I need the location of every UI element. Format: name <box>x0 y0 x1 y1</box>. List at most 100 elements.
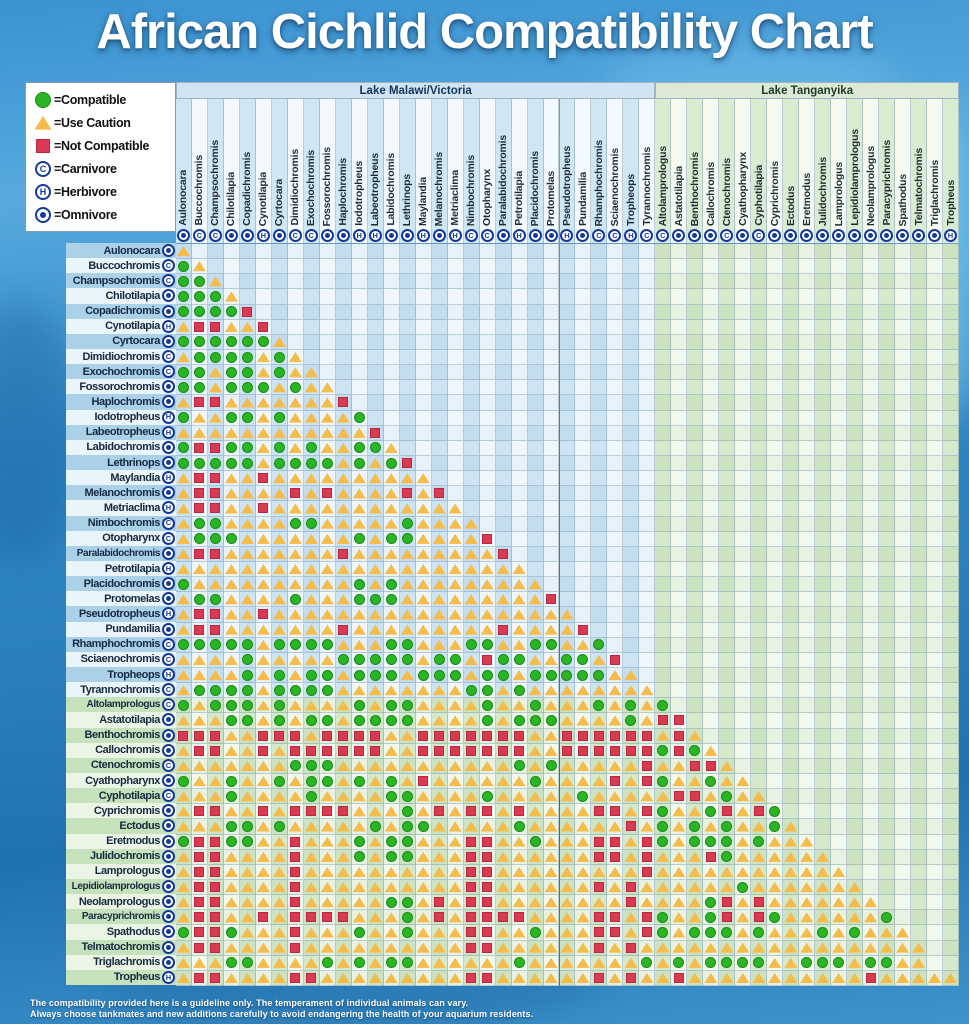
cell <box>319 804 336 820</box>
cell <box>703 289 720 305</box>
cell <box>719 259 736 275</box>
cell <box>815 622 832 638</box>
cell <box>735 758 752 774</box>
cell <box>799 774 816 790</box>
cell <box>799 410 816 426</box>
cell <box>671 849 688 865</box>
cell <box>511 410 528 426</box>
column-species-name: Lamprologus <box>832 161 845 226</box>
cell <box>351 501 368 517</box>
cell <box>911 955 928 971</box>
column-diet-badge <box>784 228 798 243</box>
cell <box>879 758 896 774</box>
cell <box>559 925 576 941</box>
cell <box>879 789 896 805</box>
cell <box>176 410 192 426</box>
cell <box>447 304 464 320</box>
cell <box>351 955 368 971</box>
not-compatible-icon <box>546 594 556 605</box>
use-caution-icon <box>304 927 318 938</box>
compatible-icon <box>465 684 477 696</box>
omnivore-icon <box>162 849 175 863</box>
cell <box>815 789 832 805</box>
cell <box>607 834 624 850</box>
row-species-name: Benthochromis <box>84 729 161 742</box>
cell <box>191 774 208 790</box>
use-caution-icon <box>208 654 222 665</box>
use-caution-icon <box>288 609 302 620</box>
cell <box>447 380 464 396</box>
cell <box>399 637 416 653</box>
cell <box>879 683 896 699</box>
cell <box>399 395 416 411</box>
cell <box>671 895 688 911</box>
column-diet-badge <box>384 228 398 243</box>
cell <box>687 516 704 532</box>
cell <box>863 274 880 290</box>
use-caution-icon <box>416 564 430 575</box>
cell <box>207 289 224 305</box>
cell <box>943 531 959 547</box>
not-compatible-icon <box>194 397 205 408</box>
use-caution-icon <box>672 927 686 938</box>
cell <box>399 425 416 441</box>
cell <box>511 516 528 532</box>
cell <box>767 834 784 850</box>
cell <box>415 895 432 911</box>
column-diet-badge <box>496 228 510 243</box>
cell <box>863 501 880 517</box>
cell <box>607 880 624 896</box>
cell <box>479 501 496 517</box>
cell <box>831 895 848 911</box>
use-caution-icon <box>832 912 846 923</box>
cell <box>271 849 288 865</box>
compatible-icon <box>273 351 285 363</box>
use-caution-icon <box>512 882 526 893</box>
cell <box>335 834 352 850</box>
cell <box>335 244 352 260</box>
legend: =Compatible =Use Caution =Not Compatible… <box>25 82 176 232</box>
use-caution-icon <box>368 548 382 559</box>
cell <box>719 304 736 320</box>
cell <box>591 350 608 366</box>
cell <box>303 365 320 381</box>
omnivore-icon <box>162 819 175 833</box>
use-caution-icon <box>256 670 270 681</box>
cell <box>751 895 768 911</box>
use-caution-icon <box>736 942 750 953</box>
cell <box>927 910 943 926</box>
cell <box>303 395 320 411</box>
use-caution-icon <box>352 882 366 893</box>
cell <box>927 834 943 850</box>
not-compatible-icon <box>194 503 205 514</box>
cell <box>176 471 192 487</box>
cell <box>815 955 832 971</box>
cell <box>271 395 288 411</box>
cell <box>799 289 816 305</box>
use-caution-icon <box>304 866 318 877</box>
use-caution-icon <box>848 957 862 968</box>
not-compatible-icon <box>498 730 509 741</box>
cell <box>671 531 688 547</box>
use-caution-icon <box>752 882 766 893</box>
use-caution-icon <box>192 791 206 802</box>
cell <box>495 471 512 487</box>
cell <box>415 925 432 941</box>
column-diet-badge <box>704 228 718 243</box>
cell <box>431 410 448 426</box>
cell <box>623 940 640 956</box>
cell <box>255 819 272 835</box>
cell <box>783 728 800 744</box>
use-caution-icon <box>272 791 286 802</box>
cell <box>559 395 576 411</box>
cell <box>463 350 480 366</box>
cell <box>863 486 880 502</box>
cell <box>527 652 544 668</box>
cell <box>847 274 864 290</box>
cell <box>671 592 688 608</box>
cell <box>335 804 352 820</box>
cell <box>319 955 336 971</box>
cell <box>559 380 576 396</box>
cell <box>591 577 608 593</box>
use-caution-icon <box>496 776 510 787</box>
